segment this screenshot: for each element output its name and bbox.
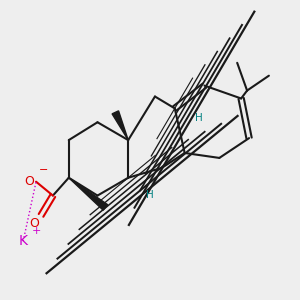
Polygon shape xyxy=(112,111,128,140)
Text: K: K xyxy=(19,234,28,248)
Text: −: − xyxy=(39,165,48,175)
Text: H: H xyxy=(146,190,153,200)
Text: O: O xyxy=(30,217,40,230)
Text: H: H xyxy=(195,113,203,123)
Text: +: + xyxy=(32,226,41,236)
Text: O: O xyxy=(25,175,34,188)
Polygon shape xyxy=(69,178,108,210)
